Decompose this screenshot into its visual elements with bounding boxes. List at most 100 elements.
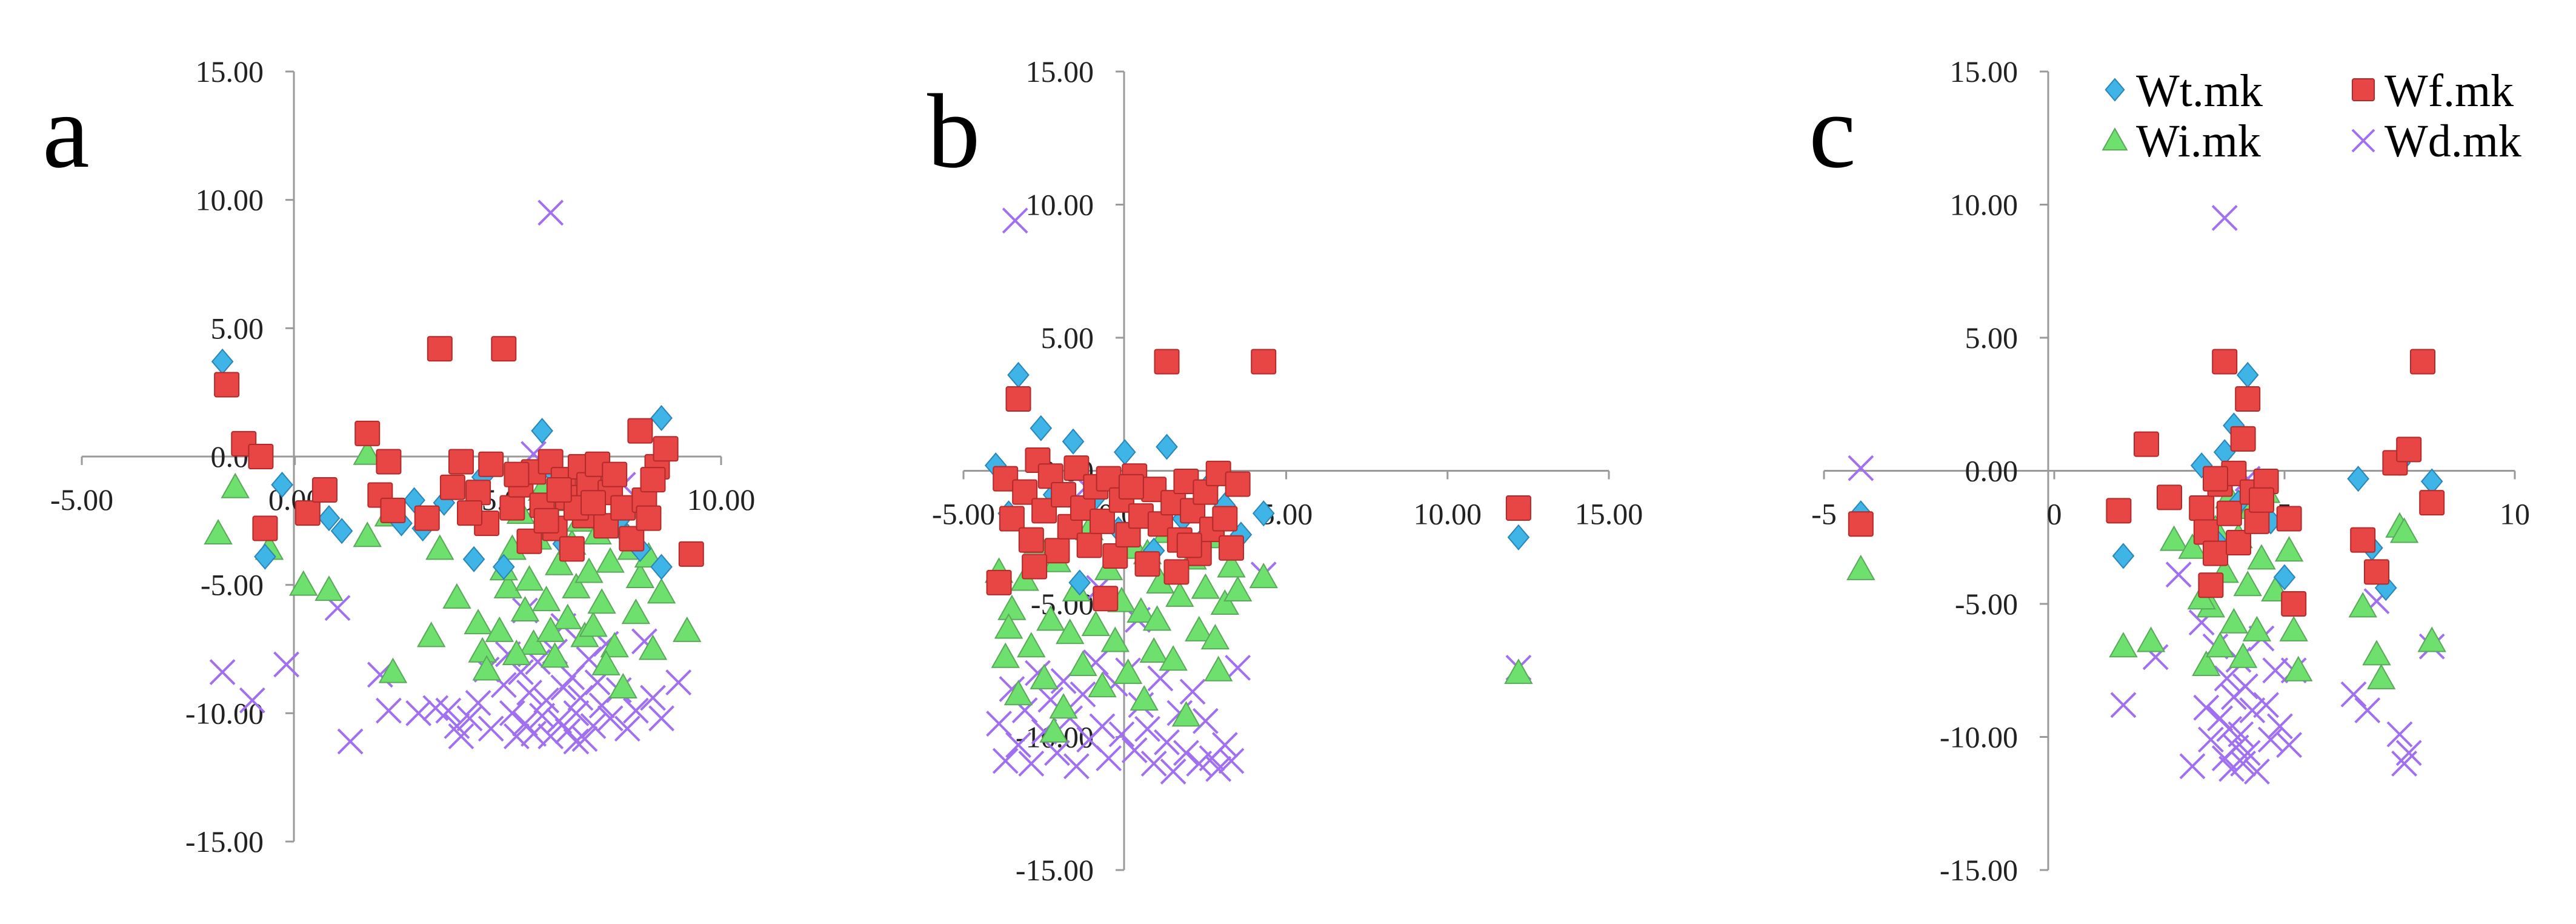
data-point: [457, 500, 483, 526]
data-point: [1089, 508, 1115, 534]
data-point: [493, 572, 523, 598]
data-point: [2234, 740, 2261, 766]
data-point: [2203, 466, 2228, 492]
data-point: [647, 578, 676, 604]
legend-label-wi: Wi.mk: [2136, 116, 2261, 167]
data-point: [579, 611, 608, 637]
data-point: [504, 461, 530, 487]
data-point: [1156, 434, 1178, 460]
data-point: [638, 634, 668, 660]
data-point: [1044, 538, 1070, 564]
data-point: [554, 718, 581, 745]
data-point: [1108, 721, 1135, 748]
data-point: [536, 616, 565, 642]
data-point: [439, 474, 465, 500]
data-point: [1191, 573, 1220, 599]
data-point: [492, 554, 515, 580]
data-point: [318, 505, 341, 532]
data-point: [1200, 624, 1230, 650]
data-point: [1163, 559, 1190, 585]
data-point: [550, 674, 577, 701]
data-point: [546, 708, 573, 734]
data-point: [1223, 576, 1253, 602]
data-point: [289, 570, 318, 596]
y-tick-label: 5.00: [1041, 321, 1094, 355]
data-point: [1049, 693, 1078, 719]
legend-item-wf: Wf.mk: [2352, 65, 2514, 116]
data-point: [600, 632, 629, 658]
data-point: [1154, 349, 1180, 375]
y-tick-label: -5.00: [1955, 587, 2018, 621]
data-point: [2274, 536, 2304, 562]
panel-letter-a: a: [42, 72, 90, 190]
data-point: [1068, 650, 1097, 676]
data-point: [1127, 597, 1156, 623]
data-point: [1159, 645, 1188, 671]
data-point: [491, 336, 517, 362]
data-point: [1081, 611, 1111, 637]
data-point: [248, 444, 274, 469]
x-tick-label: 15.00: [1575, 497, 1643, 531]
data-point: [2205, 632, 2235, 658]
data-point: [1251, 349, 1277, 375]
data-point: [211, 348, 234, 375]
data-point: [252, 515, 278, 541]
data-point: [1076, 532, 1102, 558]
legend-marker-square: [2352, 78, 2375, 101]
x-tick-label: 10.00: [687, 483, 756, 517]
data-point: [425, 534, 454, 560]
legend-marker-cross: [2351, 129, 2375, 153]
data-point: [510, 595, 540, 621]
data-point: [1507, 524, 1530, 551]
data-point: [465, 689, 491, 716]
data-point: [2276, 506, 2302, 532]
data-point: [986, 711, 1012, 737]
data-point: [1186, 750, 1213, 777]
data-point: [1173, 740, 1199, 766]
data-point: [1140, 750, 1167, 777]
data-point: [1176, 532, 1202, 558]
series-wd-mk: [1848, 205, 2445, 785]
data-point: [2159, 525, 2189, 551]
data-point: [994, 613, 1023, 639]
data-point: [1504, 658, 1533, 685]
y-tick-label: -10.00: [1940, 720, 2018, 754]
data-point: [1134, 551, 1160, 577]
y-tick-label: 5.00: [211, 311, 264, 345]
data-point: [640, 467, 666, 493]
data-point: [204, 518, 233, 544]
y-tick-label: 0.00: [1965, 454, 2019, 488]
data-point: [1063, 753, 1090, 780]
data-point: [1218, 535, 1244, 561]
data-point: [295, 500, 321, 526]
data-point: [608, 672, 637, 698]
data-point: [1062, 428, 1085, 455]
legend-marker-triangle: [2102, 127, 2128, 151]
legend-marker-diamond: [2105, 78, 2125, 102]
data-point: [2410, 349, 2435, 375]
data-point: [991, 642, 1020, 668]
data-point: [1192, 708, 1219, 734]
data-point: [2136, 626, 2166, 652]
x-tick-label: 10.00: [1414, 497, 1482, 531]
data-point: [462, 546, 485, 572]
data-point: [311, 477, 338, 503]
data-point: [1005, 732, 1031, 758]
data-point: [678, 541, 704, 567]
data-point: [273, 651, 300, 678]
data-point: [1030, 415, 1053, 441]
data-point: [1093, 586, 1119, 612]
data-point: [596, 547, 625, 573]
data-point: [1210, 589, 1240, 615]
data-point: [2236, 361, 2259, 389]
data-point: [597, 705, 624, 732]
data-point: [417, 621, 446, 648]
data-point: [1012, 479, 1038, 505]
data-point: [2362, 640, 2391, 666]
data-point: [1017, 632, 1046, 658]
data-point: [2197, 726, 2224, 753]
data-point: [2226, 530, 2251, 556]
data-point: [563, 728, 590, 755]
data-point: [2106, 498, 2132, 524]
data-point: [2279, 615, 2308, 641]
